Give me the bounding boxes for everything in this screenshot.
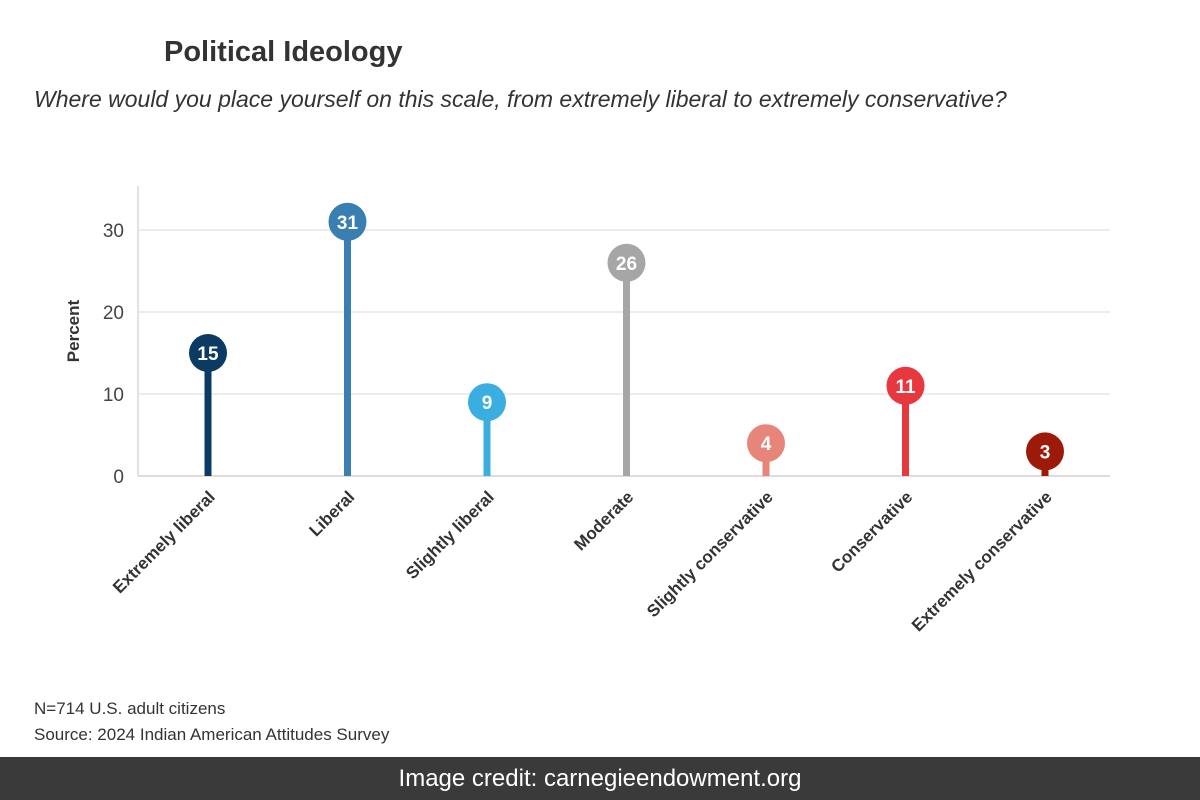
x-tick-label: Liberal bbox=[305, 487, 358, 540]
y-axis-label: Percent bbox=[64, 299, 83, 362]
y-tick-label: 20 bbox=[103, 303, 124, 324]
data-label: 11 bbox=[895, 377, 916, 398]
chart-title: Political Ideology bbox=[164, 36, 403, 68]
data-label: 15 bbox=[197, 344, 219, 365]
lollipop-point bbox=[607, 243, 646, 282]
x-tick-label: Slightly conservative bbox=[643, 487, 777, 621]
data-label: 31 bbox=[337, 213, 359, 234]
lollipop-point bbox=[1026, 432, 1064, 471]
y-tick-label: 0 bbox=[113, 467, 124, 488]
data-label: 9 bbox=[482, 393, 493, 414]
source-note: Source: 2024 Indian American Attitudes S… bbox=[34, 725, 390, 744]
x-tick-label: Conservative bbox=[827, 487, 916, 576]
lollipop-point bbox=[328, 202, 367, 241]
y-tick-label: 10 bbox=[103, 385, 124, 406]
sample-size-note: N=714 U.S. adult citizens bbox=[34, 699, 226, 718]
x-tick-label: Moderate bbox=[570, 487, 637, 554]
data-label: 26 bbox=[616, 254, 637, 275]
lollipop-point bbox=[468, 383, 506, 422]
lollipop-point bbox=[747, 424, 785, 463]
y-tick-label: 30 bbox=[103, 221, 124, 242]
x-tick-label: Slightly liberal bbox=[402, 487, 498, 583]
x-tick-label: Extremely liberal bbox=[109, 487, 219, 597]
image-credit: Image credit: carnegieendowment.org bbox=[0, 757, 1200, 800]
data-label: 4 bbox=[761, 434, 772, 455]
lollipop-point bbox=[189, 334, 227, 372]
lollipop-point bbox=[886, 366, 925, 405]
chart-subtitle: Where would you place yourself on this s… bbox=[34, 86, 1007, 112]
x-tick-label: Extremely conservative bbox=[908, 487, 1056, 635]
data-label: 3 bbox=[1040, 442, 1051, 463]
